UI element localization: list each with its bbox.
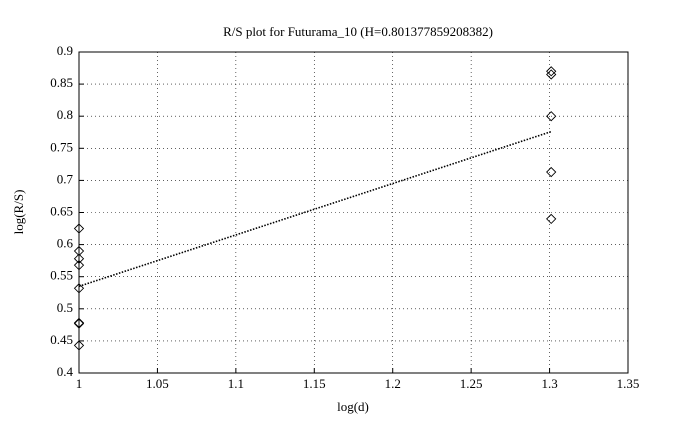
data-point <box>73 340 85 351</box>
x-axis-label: log(d) <box>337 399 369 414</box>
x-tick-label: 1 <box>76 376 83 391</box>
data-point <box>546 213 557 225</box>
x-tick-label: 1.1 <box>228 376 244 391</box>
y-tick-label: 0.6 <box>57 236 74 251</box>
y-axis-label: log(R/S) <box>11 190 26 235</box>
fit-line <box>78 130 552 288</box>
data-point <box>73 223 85 234</box>
y-tick-label: 0.7 <box>57 171 74 186</box>
data-point <box>73 245 85 257</box>
plot-frame <box>78 51 629 374</box>
chart-title: R/S plot for Futurama_10 (H=0.8013778592… <box>223 24 493 39</box>
y-tick-label: 0.4 <box>57 364 74 379</box>
x-tick-label: 1.05 <box>146 376 169 391</box>
y-tick-label: 0.45 <box>50 332 73 347</box>
y-tick-label: 0.65 <box>50 203 73 218</box>
data-point <box>73 317 85 329</box>
y-tick-label: 0.75 <box>50 139 73 154</box>
x-tick-label: 1.35 <box>617 376 640 391</box>
data-point <box>546 166 557 178</box>
y-tick-label: 0.55 <box>50 268 73 283</box>
y-tick-label: 0.85 <box>50 75 73 90</box>
data-point <box>73 260 85 271</box>
data-point <box>546 111 557 122</box>
x-tick-label: 1.3 <box>541 376 557 391</box>
x-tick-label: 1.2 <box>385 376 401 391</box>
data-point <box>73 318 85 329</box>
y-tick-label: 0.8 <box>57 107 73 122</box>
data-point <box>73 283 85 294</box>
data-point <box>73 253 85 264</box>
data-point <box>546 66 557 77</box>
data-point <box>546 69 557 80</box>
y-tick-label: 0.9 <box>57 43 73 58</box>
x-tick-label: 1.15 <box>303 376 326 391</box>
y-tick-label: 0.5 <box>57 300 73 315</box>
x-tick-label: 1.25 <box>460 376 483 391</box>
